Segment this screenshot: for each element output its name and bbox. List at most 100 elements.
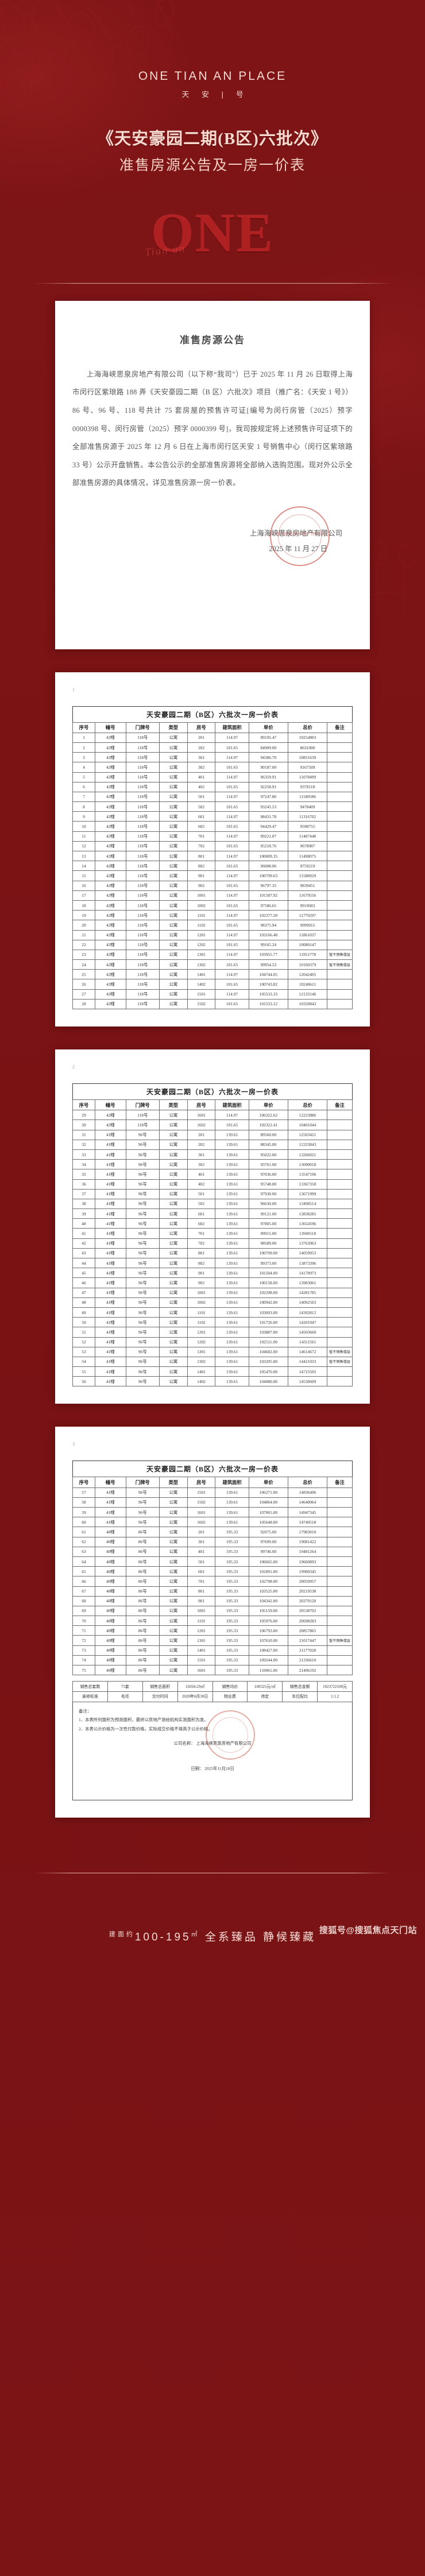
table-cell: 96号 <box>125 1258 160 1269</box>
table-row: 48 41幢 96号 公寓 1002 139.61 100942.00 14092503 <box>72 1297 353 1308</box>
table-cell: 28 <box>72 998 95 1010</box>
table-cell: 75 <box>72 1665 95 1676</box>
table-cell <box>327 1566 353 1577</box>
table-cell: 33 <box>72 1149 95 1160</box>
table-cell: 86号 <box>125 1556 160 1567</box>
table-cell: 公寓 <box>159 1527 188 1537</box>
table-cell: 139.61 <box>215 1517 249 1528</box>
table-cell: 公寓 <box>159 1576 188 1587</box>
table-cell: 公寓 <box>159 1179 188 1190</box>
table-cell: 97699.00 <box>248 1536 288 1547</box>
table-cell: 1101 <box>187 1307 216 1318</box>
table-cell: 195.33 <box>215 1586 249 1597</box>
table-cell: 公寓 <box>159 1586 188 1597</box>
table-cell <box>327 811 353 822</box>
table-cell: 公寓 <box>159 1595 188 1606</box>
table-row: 31 41幢 96号 公寓 201 139.61 89560.00 12503421 <box>72 1129 353 1140</box>
one-wordmark: ONE <box>150 202 275 264</box>
table-cell: 1601 <box>187 1665 216 1676</box>
table-cell: 105159.00 <box>248 1605 288 1617</box>
table-cell: 69 <box>72 1605 95 1617</box>
table-cell: 42幢 <box>94 781 126 792</box>
table-cell: 101.65 <box>215 880 249 891</box>
table-cell: 1 <box>72 732 95 743</box>
table-cell <box>327 1497 353 1508</box>
table-cell: 86号 <box>125 1616 160 1626</box>
table-cell: 96号 <box>125 1129 160 1140</box>
table-cell: 104342.00 <box>248 1595 288 1606</box>
table-cell: 202 <box>187 1139 216 1150</box>
table-cell: 41幢 <box>94 1238 126 1249</box>
table-cell: 86号 <box>125 1625 160 1636</box>
table-row: 38 41幢 96号 公寓 502 139.61 96630.00 13490514 <box>72 1198 353 1210</box>
table-cell <box>327 1327 353 1338</box>
table-cell: 93245.53 <box>248 801 288 812</box>
table-cell: 公寓 <box>159 959 188 970</box>
table-cell: 114.97 <box>215 949 249 960</box>
table-cell: 101.65 <box>215 998 249 1010</box>
table-cell: 9678987 <box>287 840 328 852</box>
table-cell: 118号 <box>125 742 160 753</box>
table-cell <box>327 1297 353 1308</box>
table-cell: 96号 <box>125 1356 160 1368</box>
table-cell: 139.61 <box>215 1317 249 1328</box>
table-cell: 1602 <box>187 1120 216 1130</box>
table-cell: 公寓 <box>159 989 188 1000</box>
table-cell <box>327 801 353 812</box>
table-cell: 102511.00 <box>248 1337 288 1347</box>
table-cell: 70 <box>72 1616 95 1626</box>
table-cell: 41幢 <box>94 1218 126 1229</box>
table-cell: 139.61 <box>215 1179 249 1190</box>
announcement-title: 准售房源公告 <box>180 334 245 346</box>
table-cell: 11180586 <box>287 791 328 803</box>
table-cell <box>327 910 353 921</box>
table-cell: 41幢 <box>94 1268 126 1279</box>
table-row: 70 40幢 86号 公寓 1101 195.33 105976.00 20698283 <box>72 1616 353 1626</box>
table-cell: 31 <box>72 1129 95 1140</box>
table-cell: 13547196 <box>287 1169 328 1180</box>
table-cell: 公寓 <box>159 1277 188 1288</box>
table-cell: 40幢 <box>94 1655 126 1666</box>
table-cell: 96号 <box>125 1188 160 1199</box>
table-cell: 98431.78 <box>248 811 288 822</box>
table-cell: 暂不销售楼层 <box>327 1346 353 1357</box>
table-cell: 公寓 <box>159 1566 188 1577</box>
table-cell: 公寓 <box>159 1507 188 1518</box>
table-cell: 114.97 <box>215 1110 249 1121</box>
table-cell: 602 <box>187 1218 216 1229</box>
table-cell: 99915.00 <box>248 1228 288 1239</box>
table-cell: 40幢 <box>94 1635 126 1646</box>
table-cell: 14503660 <box>287 1327 328 1338</box>
notes-date: 日期： 2025年11月18日 <box>191 1765 234 1771</box>
table-cell: 42幢 <box>94 831 126 842</box>
table-row: 54 41幢 96号 公寓 1302 139.61 103295.00 14421033 暂不销… <box>72 1356 353 1368</box>
table-cell <box>327 1595 353 1606</box>
table-cell: 93761.00 <box>248 1159 288 1170</box>
table-cell <box>327 1218 353 1229</box>
table-cell: 40幢 <box>94 1625 126 1636</box>
table-cell: 42幢 <box>94 1110 126 1121</box>
table-cell: 暂不销售楼层 <box>327 1356 353 1368</box>
table-cell: 302 <box>187 1159 216 1170</box>
table-cell: 104682.00 <box>248 1346 288 1357</box>
table-cell: 41幢 <box>94 1159 126 1170</box>
table-cell: 92258.91 <box>248 781 288 792</box>
footer-slogan-unit: ㎡ <box>191 1931 200 1938</box>
table-cell: 公寓 <box>159 890 188 901</box>
table-cell: 12223886 <box>287 1110 328 1121</box>
table-cell: 601 <box>187 1566 216 1577</box>
table-cell: 118号 <box>125 732 160 743</box>
table-cell: 1402 <box>187 1376 216 1387</box>
table-cell: 42幢 <box>94 732 126 743</box>
table-row: 7 42幢 118号 公寓 501 114.97 97247.86 11180586 <box>72 791 353 803</box>
sheet-whitespace <box>72 557 353 632</box>
table-cell: 1001 <box>187 1605 216 1617</box>
table-cell: 42幢 <box>94 939 126 950</box>
table-cell: 11498075 <box>287 851 328 862</box>
table-cell <box>327 762 353 773</box>
table-cell: 96号 <box>125 1238 160 1249</box>
table-cell: 20698283 <box>287 1616 328 1626</box>
table-cell <box>327 1179 353 1190</box>
table-column-header: 序号 <box>72 1099 95 1111</box>
table-cell: 1302 <box>187 959 216 970</box>
